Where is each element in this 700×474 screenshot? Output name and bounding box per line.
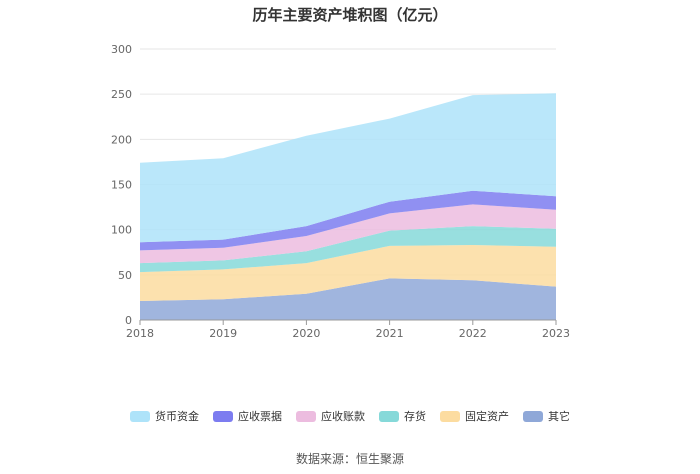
legend-swatch bbox=[130, 410, 150, 422]
source-note: 数据来源：恒生聚源 bbox=[295, 452, 404, 466]
legend-swatch bbox=[379, 410, 399, 422]
legend-label: 固定资产 bbox=[465, 410, 509, 423]
legend-item[interactable]: 应收票据 bbox=[213, 408, 282, 424]
x-tick-label: 2023 bbox=[542, 327, 570, 340]
stacked-areas bbox=[140, 93, 556, 320]
x-tick-label: 2018 bbox=[126, 327, 154, 340]
chart-title: 历年主要资产堆积图（亿元） bbox=[252, 6, 448, 24]
legend-label: 应收账款 bbox=[321, 410, 365, 423]
legend-label: 其它 bbox=[548, 410, 570, 423]
legend-item[interactable]: 固定资产 bbox=[440, 408, 509, 424]
y-tick-label: 100 bbox=[111, 224, 132, 237]
legend-item[interactable]: 其它 bbox=[523, 408, 570, 424]
area-series-0 bbox=[140, 278, 556, 320]
legend-label: 货币资金 bbox=[155, 410, 199, 423]
x-tick-label: 2020 bbox=[292, 327, 320, 340]
y-tick-label: 250 bbox=[111, 88, 132, 101]
x-tick-label: 2019 bbox=[209, 327, 237, 340]
y-tick-label: 200 bbox=[111, 133, 132, 146]
legend-item[interactable]: 存货 bbox=[379, 408, 426, 424]
legend-item[interactable]: 应收账款 bbox=[296, 408, 365, 424]
y-tick-label: 150 bbox=[111, 179, 132, 192]
legend-swatch bbox=[213, 410, 233, 422]
legend-item[interactable]: 货币资金 bbox=[130, 408, 199, 424]
y-tick-label: 50 bbox=[118, 269, 132, 282]
x-tick-label: 2022 bbox=[459, 327, 487, 340]
legend-label: 存货 bbox=[404, 410, 426, 423]
area-series-5 bbox=[140, 93, 556, 243]
area-series-4 bbox=[140, 190, 556, 251]
area-series-1 bbox=[140, 245, 556, 301]
y-tick-label: 0 bbox=[125, 314, 132, 327]
x-tick-label: 2021 bbox=[376, 327, 404, 340]
legend-label: 应收票据 bbox=[238, 410, 282, 423]
legend-swatch bbox=[296, 410, 316, 422]
legend-swatch bbox=[523, 410, 543, 422]
legend: 货币资金 应收票据 应收账款 存货 固定资产 其它 bbox=[0, 408, 700, 424]
axes: 0 50 100 150 200 250 300 2018 2019 2020 2021 2022 20… bbox=[111, 43, 570, 340]
area-series-3 bbox=[140, 204, 556, 264]
legend-swatch bbox=[440, 410, 460, 422]
y-tick-label: 300 bbox=[111, 43, 132, 56]
area-series-2 bbox=[140, 226, 556, 273]
